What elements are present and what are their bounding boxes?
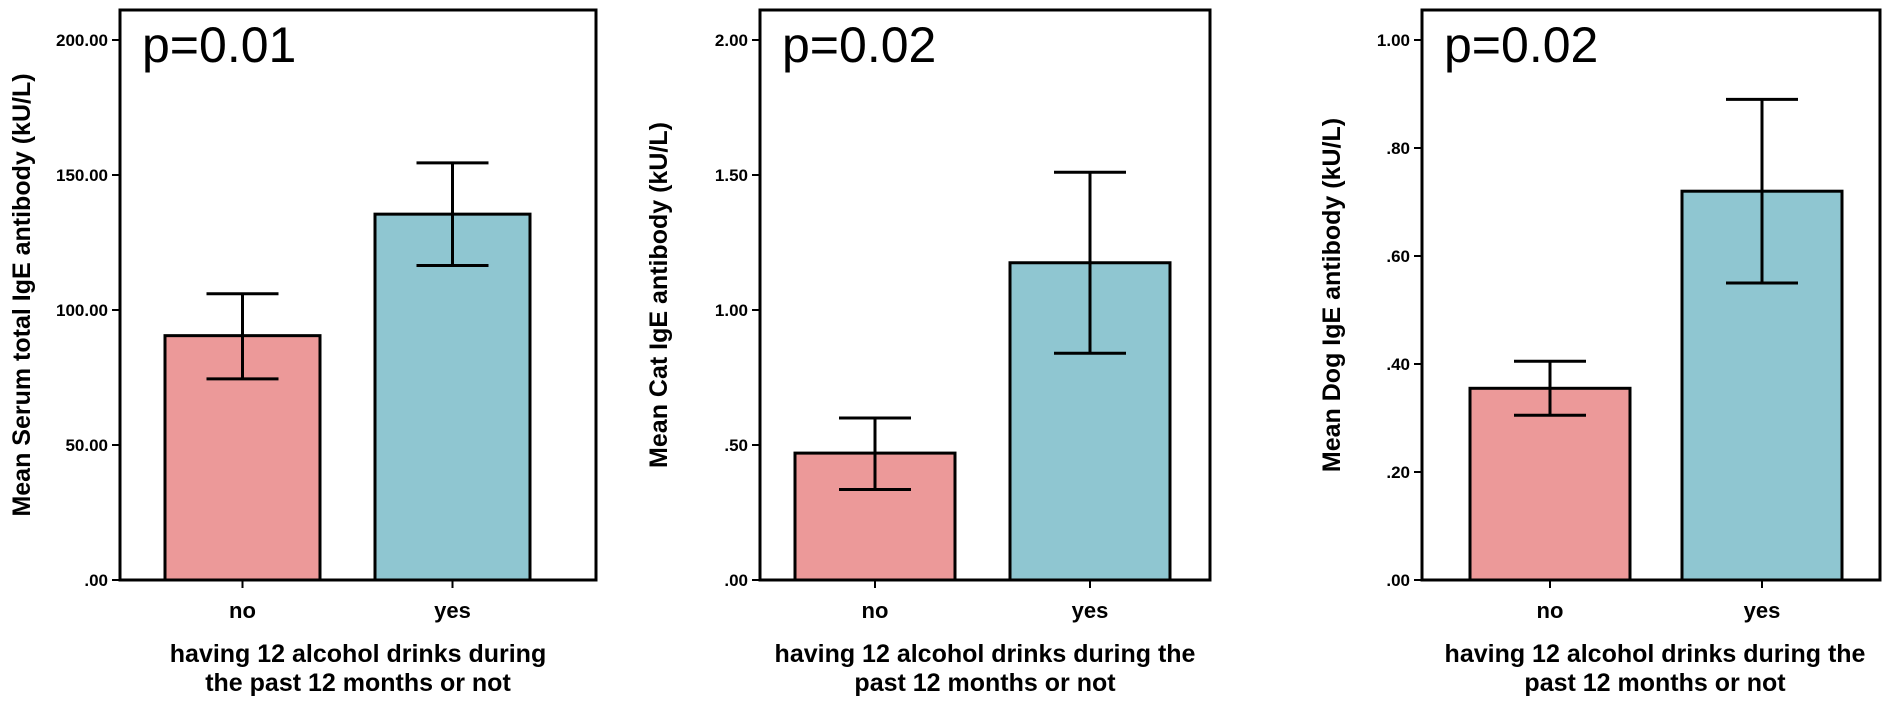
plot-frame xyxy=(758,8,1212,582)
x-tick-label-yes: yes xyxy=(434,598,471,623)
bar-yes xyxy=(373,212,532,582)
plot-frame xyxy=(118,8,598,582)
x-axis-label-line-2: past 12 months or not xyxy=(854,669,1116,697)
y-tick-label: .80 xyxy=(1386,139,1410,158)
y-tick-label: 1.00 xyxy=(715,301,748,320)
x-axis-label-line-2: past 12 months or not xyxy=(1524,669,1786,697)
y-axis-label: Mean Dog IgE antibody (kU/L) xyxy=(1318,118,1346,472)
p-value-annotation: p=0.01 xyxy=(142,17,296,73)
y-tick-label: .60 xyxy=(1386,247,1410,266)
y-tick-label: .50 xyxy=(724,436,748,455)
x-tick-label-no: no xyxy=(1537,598,1564,623)
y-tick-label: 200.00 xyxy=(56,31,108,50)
y-tick-label: .00 xyxy=(724,571,748,590)
x-axis-label-line-1: having 12 alcohol drinks during xyxy=(170,640,546,668)
y-axis-label: Mean Serum total IgE antibody (kU/L) xyxy=(8,73,36,516)
x-tick-label-no: no xyxy=(229,598,256,623)
y-tick-label: .20 xyxy=(1386,463,1410,482)
plot-frame xyxy=(1420,8,1882,582)
x-tick-label-yes: yes xyxy=(1072,598,1109,623)
x-axis-label-line-1: having 12 alcohol drinks during the xyxy=(775,640,1196,668)
y-tick-label: 100.00 xyxy=(56,301,108,320)
p-value-annotation: p=0.02 xyxy=(782,17,936,73)
x-tick-label-no: no xyxy=(862,598,889,623)
y-tick-label: .00 xyxy=(84,571,108,590)
y-tick-label: 50.00 xyxy=(65,436,108,455)
y-tick-label: .00 xyxy=(1386,571,1410,590)
y-tick-label: 2.00 xyxy=(715,31,748,50)
y-tick-label: 1.00 xyxy=(1377,31,1410,50)
x-axis-label-line-2: the past 12 months or not xyxy=(205,669,511,697)
y-tick-label: .40 xyxy=(1386,355,1410,374)
y-axis-label: Mean Cat IgE antibody (kU/L) xyxy=(645,122,673,468)
y-tick-label: 1.50 xyxy=(715,166,748,185)
y-tick-label: 150.00 xyxy=(56,166,108,185)
x-tick-label-yes: yes xyxy=(1744,598,1781,623)
p-value-annotation: p=0.02 xyxy=(1444,17,1598,73)
x-axis-label-line-1: having 12 alcohol drinks during the xyxy=(1445,640,1866,668)
bar-no xyxy=(1468,386,1632,582)
